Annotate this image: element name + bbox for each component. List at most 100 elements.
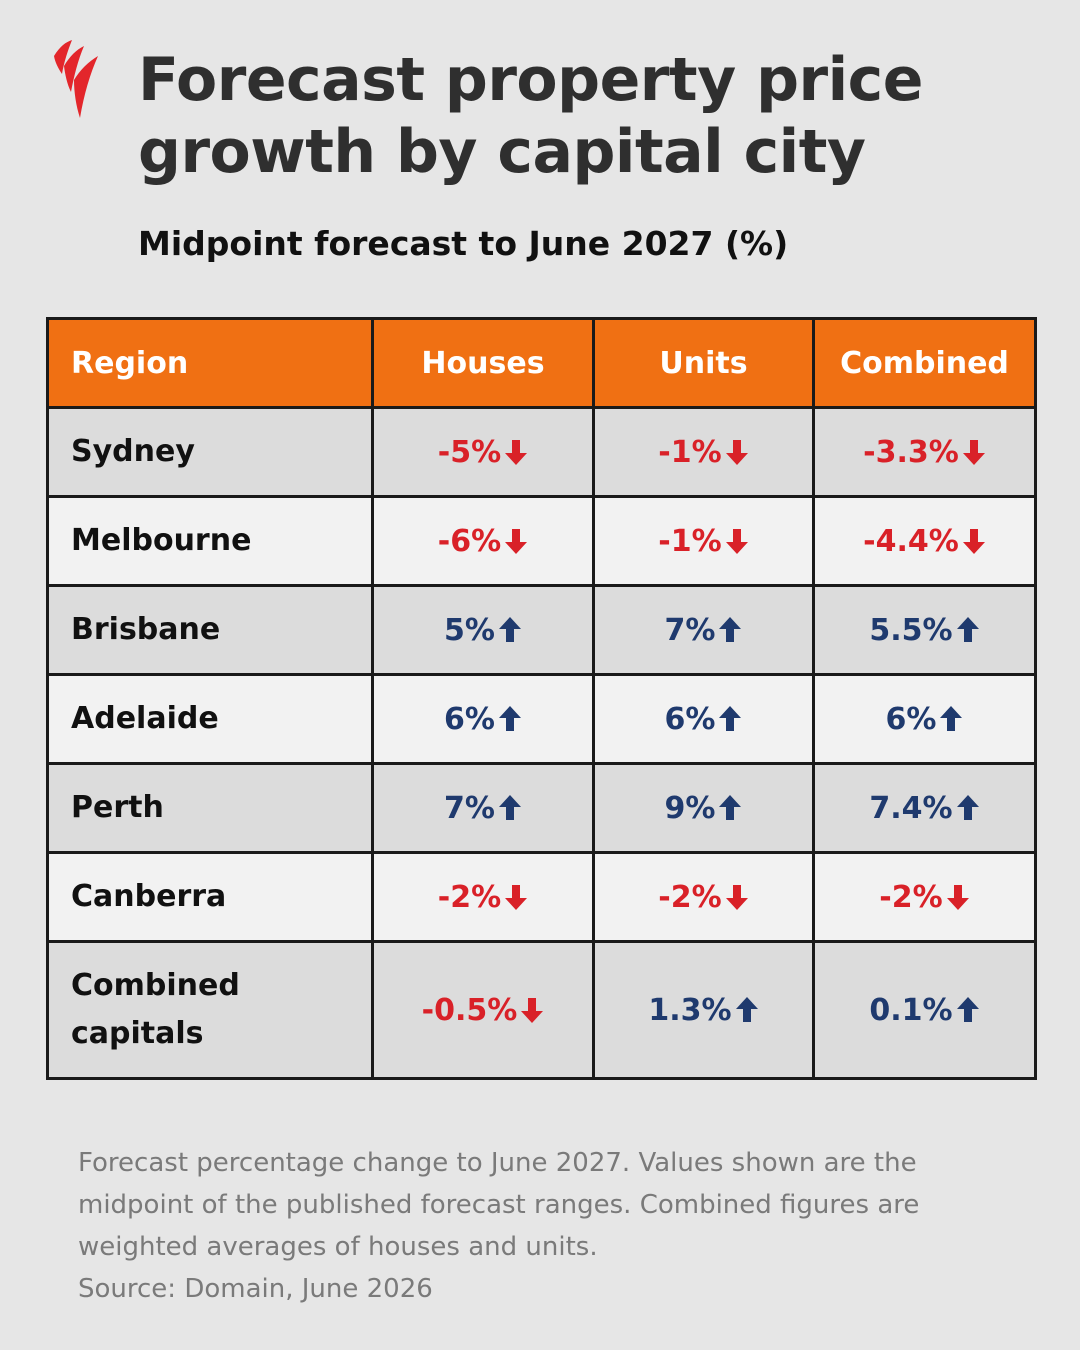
combined-value: -2%: [879, 880, 969, 915]
table-header-row: Region Houses Units Combined: [46, 317, 1037, 409]
combined-cell: -2%: [812, 851, 1037, 943]
units-cell: 9%: [592, 762, 815, 854]
units-value: 6%: [665, 702, 743, 737]
sbs-logo-icon: [54, 40, 98, 118]
units-cell: -2%: [592, 851, 815, 943]
arrow-up-icon: [956, 794, 980, 822]
arrow-up-icon: [498, 705, 522, 733]
units-cell: 1.3%: [592, 940, 815, 1080]
houses-value-text: 6%: [444, 701, 495, 737]
combined-cell: 0.1%: [812, 940, 1037, 1080]
houses-value: 7%: [444, 791, 522, 826]
houses-cell: 7%: [371, 762, 595, 854]
source-text: Source: Domain, June 2026: [78, 1274, 433, 1304]
combined-value: 0.1%: [869, 993, 979, 1028]
combined-value-text: 6%: [885, 701, 937, 737]
combined-cell: 5.5%: [812, 584, 1037, 676]
footnote-text: Forecast percentage change to June 2027.…: [78, 1148, 920, 1262]
units-value-text: 9%: [664, 790, 716, 826]
arrow-down-icon: [962, 438, 986, 466]
table-body: Sydney -5% -1% -3.3% Melbourne -6% -1% -4.4% Bri…: [46, 406, 1037, 1080]
arrow-up-icon: [498, 794, 522, 822]
arrow-down-icon: [520, 996, 544, 1024]
column-header-region: Region: [46, 317, 374, 409]
units-value-text: 6%: [664, 701, 716, 737]
combined-value-text: 7.4%: [869, 790, 953, 826]
houses-cell: 6%: [371, 673, 595, 765]
combined-value: -4.4%: [863, 524, 986, 559]
footnote: Forecast percentage change to June 2027.…: [78, 1142, 1008, 1310]
arrow-up-icon: [956, 996, 980, 1024]
houses-value: 6%: [444, 702, 522, 737]
region-cell: Melbourne: [46, 495, 374, 587]
houses-value: -5%: [438, 435, 528, 470]
column-header-combined: Combined: [812, 317, 1037, 409]
units-value-text: -1%: [658, 434, 722, 470]
units-cell: -1%: [592, 495, 815, 587]
units-value-text: 7%: [664, 612, 716, 648]
units-value: -1%: [658, 435, 748, 470]
houses-cell: 5%: [371, 584, 595, 676]
combined-cell: 7.4%: [812, 762, 1037, 854]
page-title: Forecast property price growth by capita…: [138, 45, 923, 187]
units-value: -1%: [658, 524, 748, 559]
houses-value: -0.5%: [422, 993, 545, 1028]
combined-value: 6%: [886, 702, 964, 737]
units-cell: -1%: [592, 406, 815, 498]
combined-value-text: -2%: [879, 879, 943, 915]
arrow-up-icon: [939, 705, 963, 733]
column-header-houses: Houses: [371, 317, 595, 409]
houses-cell: -0.5%: [371, 940, 595, 1080]
combined-cell: -4.4%: [812, 495, 1037, 587]
houses-value-text: 5%: [444, 612, 495, 648]
arrow-up-icon: [498, 616, 522, 644]
units-cell: 6%: [592, 673, 815, 765]
units-value: 9%: [665, 791, 743, 826]
arrow-down-icon: [725, 438, 749, 466]
combined-cell: -3.3%: [812, 406, 1037, 498]
table-row: Melbourne -6% -1% -4.4%: [46, 495, 1037, 587]
units-value-text: -1%: [658, 523, 722, 559]
region-cell: Sydney: [46, 406, 374, 498]
region-cell: Brisbane: [46, 584, 374, 676]
arrow-up-icon: [956, 616, 980, 644]
table-row: Adelaide 6% 6% 6%: [46, 673, 1037, 765]
forecast-table: Region Houses Units Combined Sydney -5% -1…: [46, 317, 1037, 1080]
arrow-up-icon: [735, 996, 759, 1024]
arrow-down-icon: [725, 883, 749, 911]
units-cell: 7%: [592, 584, 815, 676]
region-cell: Adelaide: [46, 673, 374, 765]
units-value: 1.3%: [648, 993, 758, 1028]
houses-value: -2%: [438, 880, 528, 915]
houses-value-text: -0.5%: [421, 992, 518, 1028]
table-row: Canberra -2% -2% -2%: [46, 851, 1037, 943]
combined-value-text: -3.3%: [863, 434, 959, 470]
arrow-down-icon: [504, 438, 528, 466]
arrow-down-icon: [946, 883, 970, 911]
combined-value-text: 5.5%: [869, 612, 953, 648]
table-row: Brisbane 5% 7% 5.5%: [46, 584, 1037, 676]
table-row: Sydney -5% -1% -3.3%: [46, 406, 1037, 498]
units-value-text: -2%: [658, 879, 722, 915]
combined-cell: 6%: [812, 673, 1037, 765]
page-subtitle: Midpoint forecast to June 2027 (%): [138, 224, 789, 263]
houses-value-text: 7%: [444, 790, 495, 826]
houses-cell: -2%: [371, 851, 595, 943]
table-row: Perth 7% 9% 7.4%: [46, 762, 1037, 854]
houses-value-text: -2%: [437, 879, 502, 915]
houses-value-text: -5%: [437, 434, 502, 470]
arrow-up-icon: [718, 705, 742, 733]
combined-value: 5.5%: [869, 613, 979, 648]
arrow-down-icon: [962, 527, 986, 555]
region-cell: Combined capitals: [46, 940, 374, 1080]
arrow-down-icon: [504, 883, 528, 911]
arrow-down-icon: [725, 527, 749, 555]
houses-cell: -6%: [371, 495, 595, 587]
column-header-units: Units: [592, 317, 815, 409]
units-value: -2%: [658, 880, 748, 915]
houses-cell: -5%: [371, 406, 595, 498]
table-row: Combined capitals -0.5% 1.3% 0.1%: [46, 940, 1037, 1080]
combined-value-text: 0.1%: [869, 992, 953, 1028]
combined-value: -3.3%: [863, 435, 986, 470]
arrow-up-icon: [718, 616, 742, 644]
